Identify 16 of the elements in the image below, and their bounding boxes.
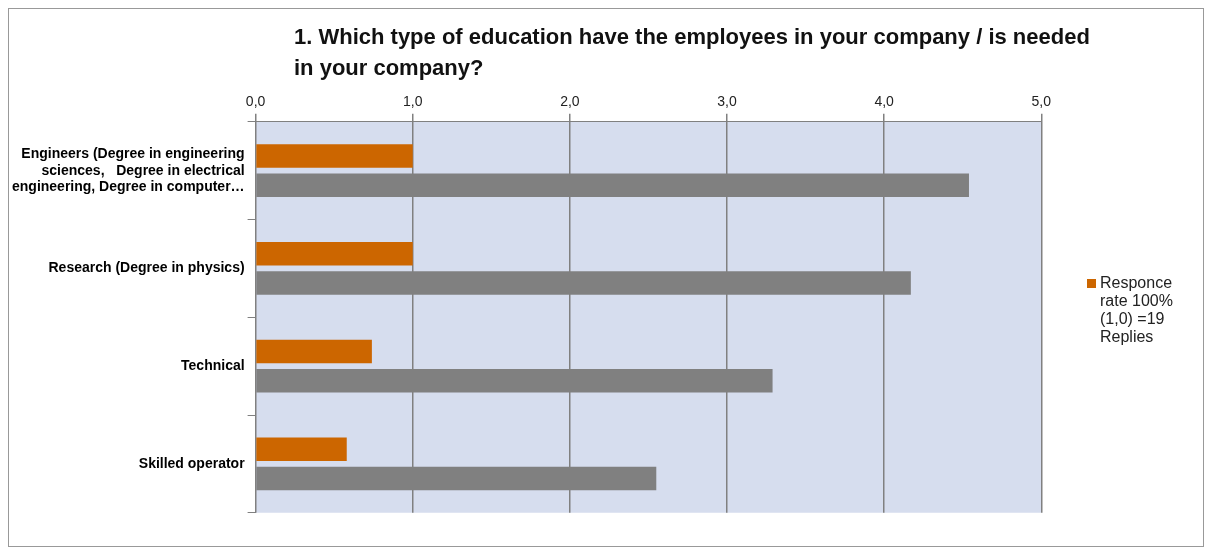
bar (256, 242, 413, 266)
bar (256, 339, 372, 364)
bar (256, 437, 347, 461)
x-tick-label: 0,0 (245, 93, 266, 110)
y-tick-label: Engineers (Degree in engineering sciences, Degree in electrical engineering, Degree in computer… (11, 144, 245, 195)
x-tick-label: 1,0 (403, 93, 423, 110)
x-tick-label: 5,0 (1031, 93, 1052, 110)
y-tick-label: Research (Degree in physics) (48, 259, 245, 276)
chart-title: 1. Which type of education have the employees in your company / is needed in your company? (294, 23, 1091, 82)
bar (256, 144, 413, 168)
x-tick-label: 3,0 (717, 93, 737, 110)
legend-label: Responce rate 100% (1,0) =19 Replies (1100, 274, 1174, 346)
y-tick-label: Technical (181, 357, 245, 374)
x-tick-label: 2,0 (560, 93, 580, 110)
x-tick-label: 4,0 (874, 93, 895, 110)
y-tick-label: Skilled operator (138, 454, 246, 471)
